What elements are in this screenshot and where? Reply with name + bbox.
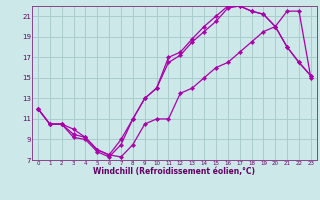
- X-axis label: Windchill (Refroidissement éolien,°C): Windchill (Refroidissement éolien,°C): [93, 167, 255, 176]
